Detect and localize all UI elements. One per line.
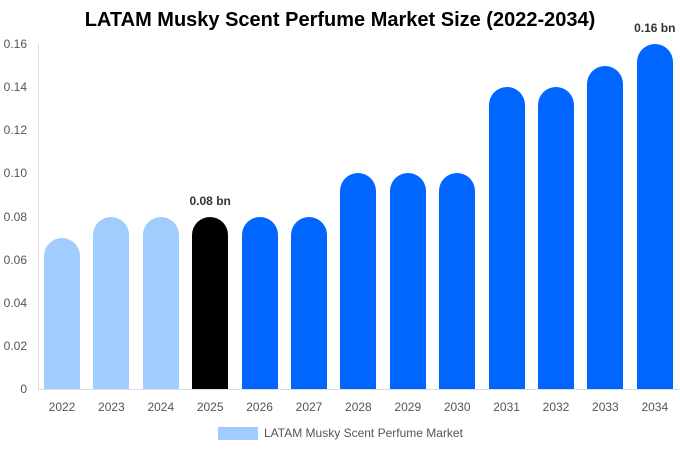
x-tick-label: 2023 xyxy=(98,400,125,414)
x-tick-label: 2030 xyxy=(443,400,471,414)
bar-2028[interactable] xyxy=(340,173,377,389)
x-tick-label: 2026 xyxy=(246,400,273,414)
bar-2032[interactable] xyxy=(538,87,574,389)
x-tick-label: 2025 xyxy=(196,400,224,414)
bar-2027[interactable] xyxy=(291,216,327,389)
bar-2026[interactable] xyxy=(241,216,278,389)
x-tick-label: 2033 xyxy=(592,400,619,414)
bar-2025[interactable] xyxy=(192,216,229,389)
bar-2030[interactable] xyxy=(439,173,476,389)
x-tick-label: 2027 xyxy=(295,400,323,414)
legend-swatch[interactable] xyxy=(218,427,258,440)
bar-2029[interactable] xyxy=(389,173,426,389)
y-tick-label: 0.04 xyxy=(3,295,27,310)
y-tick-label: 0.02 xyxy=(3,338,27,353)
bar-2031[interactable] xyxy=(488,87,525,389)
y-tick-label: 0.12 xyxy=(3,123,27,138)
y-axis-line xyxy=(38,44,39,389)
x-tick-label: 2028 xyxy=(345,400,372,414)
y-tick-label: 0.14 xyxy=(3,80,27,95)
x-tick-label: 2032 xyxy=(542,400,570,414)
bar-2024[interactable] xyxy=(142,216,179,389)
x-axis-line xyxy=(38,389,680,390)
x-tick-label: 2024 xyxy=(147,400,175,414)
y-tick-label: 0.08 xyxy=(3,209,27,224)
bar-2034[interactable] xyxy=(636,44,673,389)
value-label: 0.16 bn xyxy=(634,21,676,35)
bar-2033[interactable] xyxy=(587,65,624,389)
value-label: 0.08 bn xyxy=(189,193,231,208)
x-tick-label: 2022 xyxy=(48,400,76,414)
x-tick-label: 2029 xyxy=(394,400,422,414)
legend-label[interactable]: LATAM Musky Scent Perfume Market xyxy=(264,426,463,440)
y-tick-label: 0.06 xyxy=(3,252,27,267)
bar-2023[interactable] xyxy=(93,216,130,389)
y-tick-label: 0 xyxy=(20,382,27,396)
bar-2022[interactable] xyxy=(44,238,80,389)
chart-title: LATAM Musky Scent Perfume Market Size (2… xyxy=(84,9,596,31)
x-tick-label: 2031 xyxy=(493,400,520,414)
y-tick-label: 0.16 xyxy=(3,37,27,51)
y-tick-label: 0.10 xyxy=(3,166,27,181)
x-tick-label: 2034 xyxy=(641,400,669,414)
